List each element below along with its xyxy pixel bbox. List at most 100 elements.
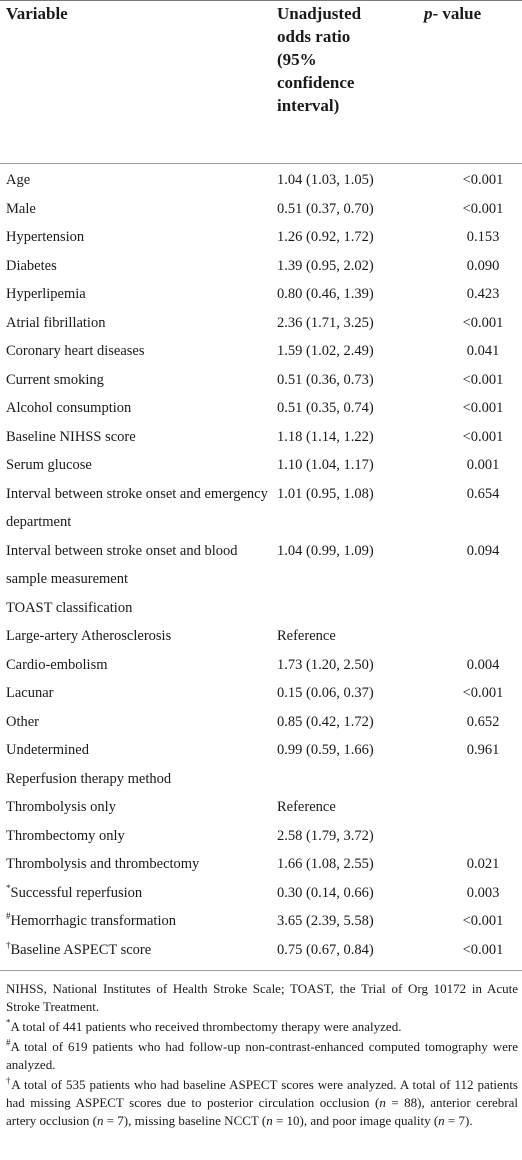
cell-p-value: <0.001 bbox=[420, 423, 516, 451]
footnote-n: n bbox=[266, 1113, 273, 1128]
cell-p-value: <0.001 bbox=[420, 394, 516, 422]
cell-variable: Age bbox=[6, 166, 268, 194]
cell-variable: †Baseline ASPECT score bbox=[6, 936, 268, 964]
p-value-text: 0.041 bbox=[466, 343, 500, 359]
cell-variable: Lacunar bbox=[6, 679, 268, 707]
footnote-mark: # bbox=[6, 911, 11, 922]
cell-p-value bbox=[420, 793, 516, 821]
table-row: TOAST classification bbox=[0, 594, 522, 623]
header-variable: Variable bbox=[6, 4, 68, 23]
table-row: Coronary heart diseases 1.59 (1.02, 2.49)… bbox=[0, 337, 522, 366]
variable-label: Interval between stroke onset and blood … bbox=[6, 542, 238, 587]
variable-label: Baseline NIHSS score bbox=[6, 428, 136, 445]
variable-label: Reperfusion therapy method bbox=[6, 770, 172, 787]
header-p-italic: p bbox=[424, 4, 433, 23]
header-or-line: interval) bbox=[277, 96, 340, 115]
cell-p-value: <0.001 bbox=[420, 679, 516, 707]
variable-label: Coronary heart diseases bbox=[6, 343, 145, 359]
cell-odds-ratio: 0.80 (0.46, 1.39) bbox=[277, 286, 374, 302]
cell-p-value: <0.001 bbox=[420, 309, 516, 337]
cell-odds-ratio: 0.15 (0.06, 0.37) bbox=[277, 685, 374, 701]
table-row: Thrombectomy only 2.58 (1.79, 3.72) bbox=[0, 822, 522, 851]
cell-p-value: 0.021 bbox=[420, 850, 516, 878]
footnote-n: n bbox=[438, 1113, 445, 1128]
table-row: *Successful reperfusion 0.30 (0.14, 0.66)… bbox=[0, 879, 522, 908]
p-value-text: <0.001 bbox=[462, 685, 504, 701]
table-row: Alcohol consumption 0.51 (0.35, 0.74) <0.0… bbox=[0, 394, 522, 423]
variable-label: Serum glucose bbox=[6, 457, 92, 473]
cell-variable: Current smoking bbox=[6, 366, 268, 394]
header-rule bbox=[0, 163, 522, 164]
variable-label: Lacunar bbox=[6, 685, 54, 701]
footnote-text: = 7), missing baseline NCCT ( bbox=[103, 1113, 267, 1128]
cell-p-value: 0.961 bbox=[420, 736, 516, 764]
table-row: Atrial fibrillation 2.36 (1.71, 3.25) <0.0… bbox=[0, 309, 522, 338]
footnote-text: A total of 619 patients who had follow-u… bbox=[6, 1039, 518, 1072]
cell-odds-ratio: 0.51 (0.36, 0.73) bbox=[277, 371, 374, 388]
table-row: Lacunar 0.15 (0.06, 0.37) <0.001 bbox=[0, 679, 522, 708]
footnote-star: *A total of 441 patients who received th… bbox=[6, 1018, 518, 1036]
footnote-text: = 7). bbox=[444, 1113, 473, 1128]
cell-odds-ratio: 3.65 (2.39, 5.58) bbox=[277, 913, 374, 929]
cell-variable: Hypertension bbox=[6, 223, 268, 251]
table-footnotes: NIHSS, National Institutes of Health Str… bbox=[6, 980, 518, 1132]
cell-variable: Alcohol consumption bbox=[6, 394, 268, 422]
variable-label: Atrial fibrillation bbox=[6, 314, 106, 331]
bottom-rule bbox=[0, 970, 522, 971]
cell-odds-ratio: 1.73 (1.20, 2.50) bbox=[277, 656, 374, 673]
variable-label: Thrombolysis and thrombectomy bbox=[6, 856, 200, 872]
cell-variable: Diabetes bbox=[6, 252, 268, 280]
cell-variable: Coronary heart diseases bbox=[6, 337, 268, 365]
p-value-text: 0.094 bbox=[466, 542, 500, 559]
variable-label: Diabetes bbox=[6, 257, 57, 274]
cell-variable: Thrombolysis and thrombectomy bbox=[6, 850, 268, 878]
cell-variable: Other bbox=[6, 708, 268, 736]
top-rule bbox=[0, 0, 522, 1]
table-row: Interval between stroke onset and emerge… bbox=[0, 480, 522, 537]
p-value-text: <0.001 bbox=[462, 400, 504, 416]
table-row: Hyperlipemia 0.80 (0.46, 1.39) 0.423 bbox=[0, 280, 522, 309]
p-value-text: 0.003 bbox=[466, 884, 500, 901]
table-row: Interval between stroke onset and blood … bbox=[0, 537, 522, 594]
header-or-line: confidence bbox=[277, 73, 355, 92]
cell-variable: Cardio-embolism bbox=[6, 651, 268, 679]
p-value-text: 0.153 bbox=[466, 229, 500, 245]
cell-odds-ratio: 2.58 (1.79, 3.72) bbox=[277, 827, 374, 844]
table-row: Diabetes 1.39 (0.95, 2.02) 0.090 bbox=[0, 252, 522, 281]
table-row: Reperfusion therapy method bbox=[0, 765, 522, 794]
cell-odds-ratio: 0.30 (0.14, 0.66) bbox=[277, 884, 374, 901]
cell-p-value: 0.654 bbox=[420, 480, 516, 508]
cell-odds-ratio: 1.01 (0.95, 1.08) bbox=[277, 485, 374, 502]
variable-label: Cardio-embolism bbox=[6, 656, 108, 673]
cell-p-value bbox=[420, 594, 516, 622]
table-row: Thrombolysis only Reference bbox=[0, 793, 522, 822]
table-row: Thrombolysis and thrombectomy 1.66 (1.08,… bbox=[0, 850, 522, 879]
footnote-text: A total of 441 patients who received thr… bbox=[10, 1019, 402, 1034]
cell-variable: Serum glucose bbox=[6, 451, 268, 479]
cell-p-value: 0.001 bbox=[420, 451, 516, 479]
p-value-text: <0.001 bbox=[462, 314, 504, 331]
variable-label: Thrombolysis only bbox=[6, 799, 116, 815]
cell-odds-ratio: 1.26 (0.92, 1.72) bbox=[277, 229, 374, 245]
cell-odds-ratio: 1.10 (1.04, 1.17) bbox=[277, 457, 374, 473]
table-row: Baseline NIHSS score 1.18 (1.14, 1.22) <0.… bbox=[0, 423, 522, 452]
cell-odds-ratio: 1.04 (0.99, 1.09) bbox=[277, 542, 374, 559]
cell-p-value bbox=[420, 622, 516, 650]
variable-label: Hypertension bbox=[6, 229, 85, 245]
table-row: Serum glucose 1.10 (1.04, 1.17) 0.001 bbox=[0, 451, 522, 480]
p-value-text: 0.021 bbox=[466, 856, 500, 872]
cell-odds-ratio: 2.36 (1.71, 3.25) bbox=[277, 314, 374, 331]
p-value-text: <0.001 bbox=[462, 200, 504, 217]
variable-label: TOAST classification bbox=[6, 599, 133, 616]
cell-variable: #Hemorrhagic transformation bbox=[6, 907, 268, 935]
variable-label: Interval between stroke onset and emerge… bbox=[6, 485, 268, 530]
p-value-text: 0.654 bbox=[466, 485, 500, 502]
p-value-text: 0.001 bbox=[466, 457, 500, 473]
footnote-mark: † bbox=[6, 939, 11, 950]
cell-variable: Reperfusion therapy method bbox=[6, 765, 268, 793]
footnote-text: = 88), anterior cerebral artery occlusio… bbox=[6, 1095, 519, 1128]
cell-variable: TOAST classification bbox=[6, 594, 268, 622]
cell-p-value: 0.652 bbox=[420, 708, 516, 736]
footnote-text: = 10), and poor image quality ( bbox=[272, 1113, 439, 1128]
variable-label: Alcohol consumption bbox=[6, 400, 132, 416]
